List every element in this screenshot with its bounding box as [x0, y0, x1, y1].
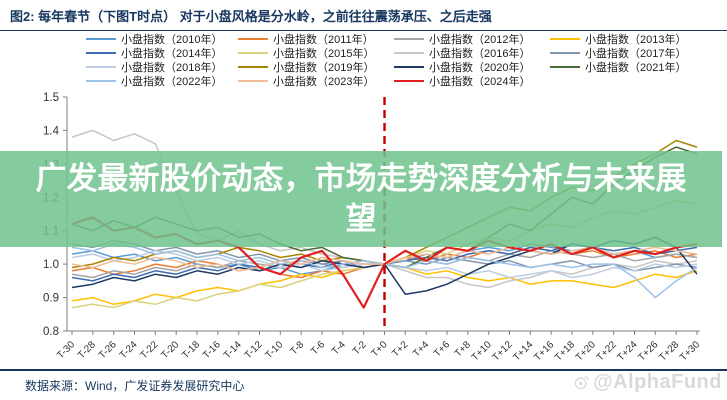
legend-swatch [394, 52, 424, 54]
x-tick-label: T-10 [263, 339, 285, 361]
legend-swatch [550, 38, 580, 40]
legend-label: 小盘指数（2021年） [585, 62, 687, 74]
legend-item: 小盘指数（2018年） [86, 60, 238, 74]
x-tick-label: T+22 [595, 339, 619, 363]
legend-label: 小盘指数（2022年） [121, 76, 223, 88]
x-tick-label: T-4 [330, 339, 348, 357]
legend-swatch [238, 66, 268, 68]
watermark-banner-text: 广发最新股价动态，市场走势深度分析与未来展望 [35, 161, 687, 236]
legend-swatch [86, 38, 116, 40]
data-source-note: 数据来源：Wind，广发证券发展研究中心 [25, 379, 245, 393]
legend-label: 小盘指数（2019年） [273, 62, 375, 74]
footer-divider [0, 369, 727, 371]
legend-swatch [394, 80, 424, 82]
y-tick-label: 1.0 [43, 259, 59, 271]
legend-label: 小盘指数（2020年） [429, 62, 531, 74]
x-tick-label: T-8 [288, 339, 306, 357]
legend-item: 小盘指数（2022年） [86, 74, 238, 88]
legend-item: 小盘指数（2019年） [238, 60, 394, 74]
legend-item: 小盘指数（2011年） [238, 32, 394, 46]
legend-label: 小盘指数（2014年） [121, 48, 223, 60]
x-tick-label: T+24 [616, 339, 640, 363]
figure-title: 图2: 每年春节（下图T时点） 对于小盘风格是分水岭，之前往往震荡承压、之后走强 [0, 0, 727, 31]
x-tick-label: T+28 [657, 339, 681, 363]
x-tick-label: T+6 [432, 339, 452, 359]
x-tick-label: T-20 [159, 339, 181, 361]
legend-swatch [86, 80, 116, 82]
legend-item: 小盘指数（2021年） [550, 60, 690, 74]
author-watermark-label: @AlphaFund [593, 371, 722, 393]
x-tick-label: T-26 [97, 339, 119, 361]
legend-label: 小盘指数（2018年） [121, 62, 223, 74]
x-tick-label: T-2 [351, 339, 369, 357]
legend-label: 小盘指数（2023年） [273, 76, 375, 88]
legend-label: 小盘指数（2013年） [585, 34, 687, 46]
legend-item: 小盘指数（2016年） [394, 46, 550, 60]
x-tick-label: T+4 [411, 339, 431, 359]
legend-item: 小盘指数（2017年） [550, 46, 690, 60]
legend-label: 小盘指数（2017年） [585, 48, 687, 60]
y-tick-label: 0.9 [43, 293, 59, 305]
x-tick-label: T-6 [309, 339, 327, 357]
legend-item: 小盘指数（2015年） [238, 46, 394, 60]
x-tick-label: T+30 [678, 339, 702, 363]
x-tick-label: T-14 [222, 339, 244, 361]
x-tick-label: T-24 [118, 339, 140, 361]
y-tick-label: 0.8 [43, 326, 59, 338]
x-tick-label: T+12 [491, 339, 515, 363]
x-tick-label: T+16 [532, 339, 556, 363]
legend-label: 小盘指数（2012年） [429, 34, 531, 46]
legend-swatch [86, 66, 116, 68]
legend-label: 小盘指数（2015年） [273, 48, 375, 60]
x-tick-label: T+10 [470, 339, 494, 363]
legend-item: 小盘指数（2020年） [394, 60, 550, 74]
x-tick-label: T-12 [243, 339, 265, 361]
x-tick-label: T-16 [201, 339, 223, 361]
y-tick-label: 1.4 [43, 125, 60, 137]
x-tick-label: T+0 [369, 339, 389, 359]
x-tick-label: T+18 [553, 339, 577, 363]
legend-swatch [394, 38, 424, 40]
x-tick-label: T-18 [180, 339, 202, 361]
x-tick-label: T-22 [138, 339, 160, 361]
legend-label: 小盘指数（2024年） [429, 76, 531, 88]
legend-item: 小盘指数（2012年） [394, 32, 550, 46]
legend-item: 小盘指数（2014年） [86, 46, 238, 60]
legend-swatch [550, 66, 580, 68]
legend-swatch [550, 52, 580, 54]
x-tick-label: T+14 [511, 339, 535, 363]
legend-item: 小盘指数（2024年） [394, 74, 550, 88]
legend-swatch [394, 66, 424, 68]
x-tick-label: T+20 [574, 339, 598, 363]
legend-swatch [86, 52, 116, 54]
legend-item: 小盘指数（2010年） [86, 32, 238, 46]
x-tick-label: T-30 [55, 339, 77, 361]
legend-swatch [238, 80, 268, 82]
legend-swatch [238, 38, 268, 40]
legend-swatch [238, 52, 268, 54]
y-tick-label: 1.5 [43, 92, 59, 104]
author-watermark: @AlphaFund [573, 371, 722, 394]
legend-item: 小盘指数（2013年） [550, 32, 690, 46]
x-tick-label: T+26 [636, 339, 660, 363]
watermark-banner: 广发最新股价动态，市场走势深度分析与未来展望 [0, 151, 722, 247]
legend-label: 小盘指数（2016年） [429, 48, 531, 60]
weibo-logo-icon [573, 374, 590, 391]
legend-label: 小盘指数（2010年） [121, 34, 223, 46]
chart-legend: 小盘指数（2010年） 小盘指数（2011年） 小盘指数（2012年） 小盘指数（20… [86, 32, 690, 88]
legend-item: 小盘指数（2023年） [238, 74, 394, 88]
x-tick-label: T-28 [76, 339, 98, 361]
x-tick-label: T+2 [390, 339, 410, 359]
legend-label: 小盘指数（2011年） [273, 34, 374, 46]
